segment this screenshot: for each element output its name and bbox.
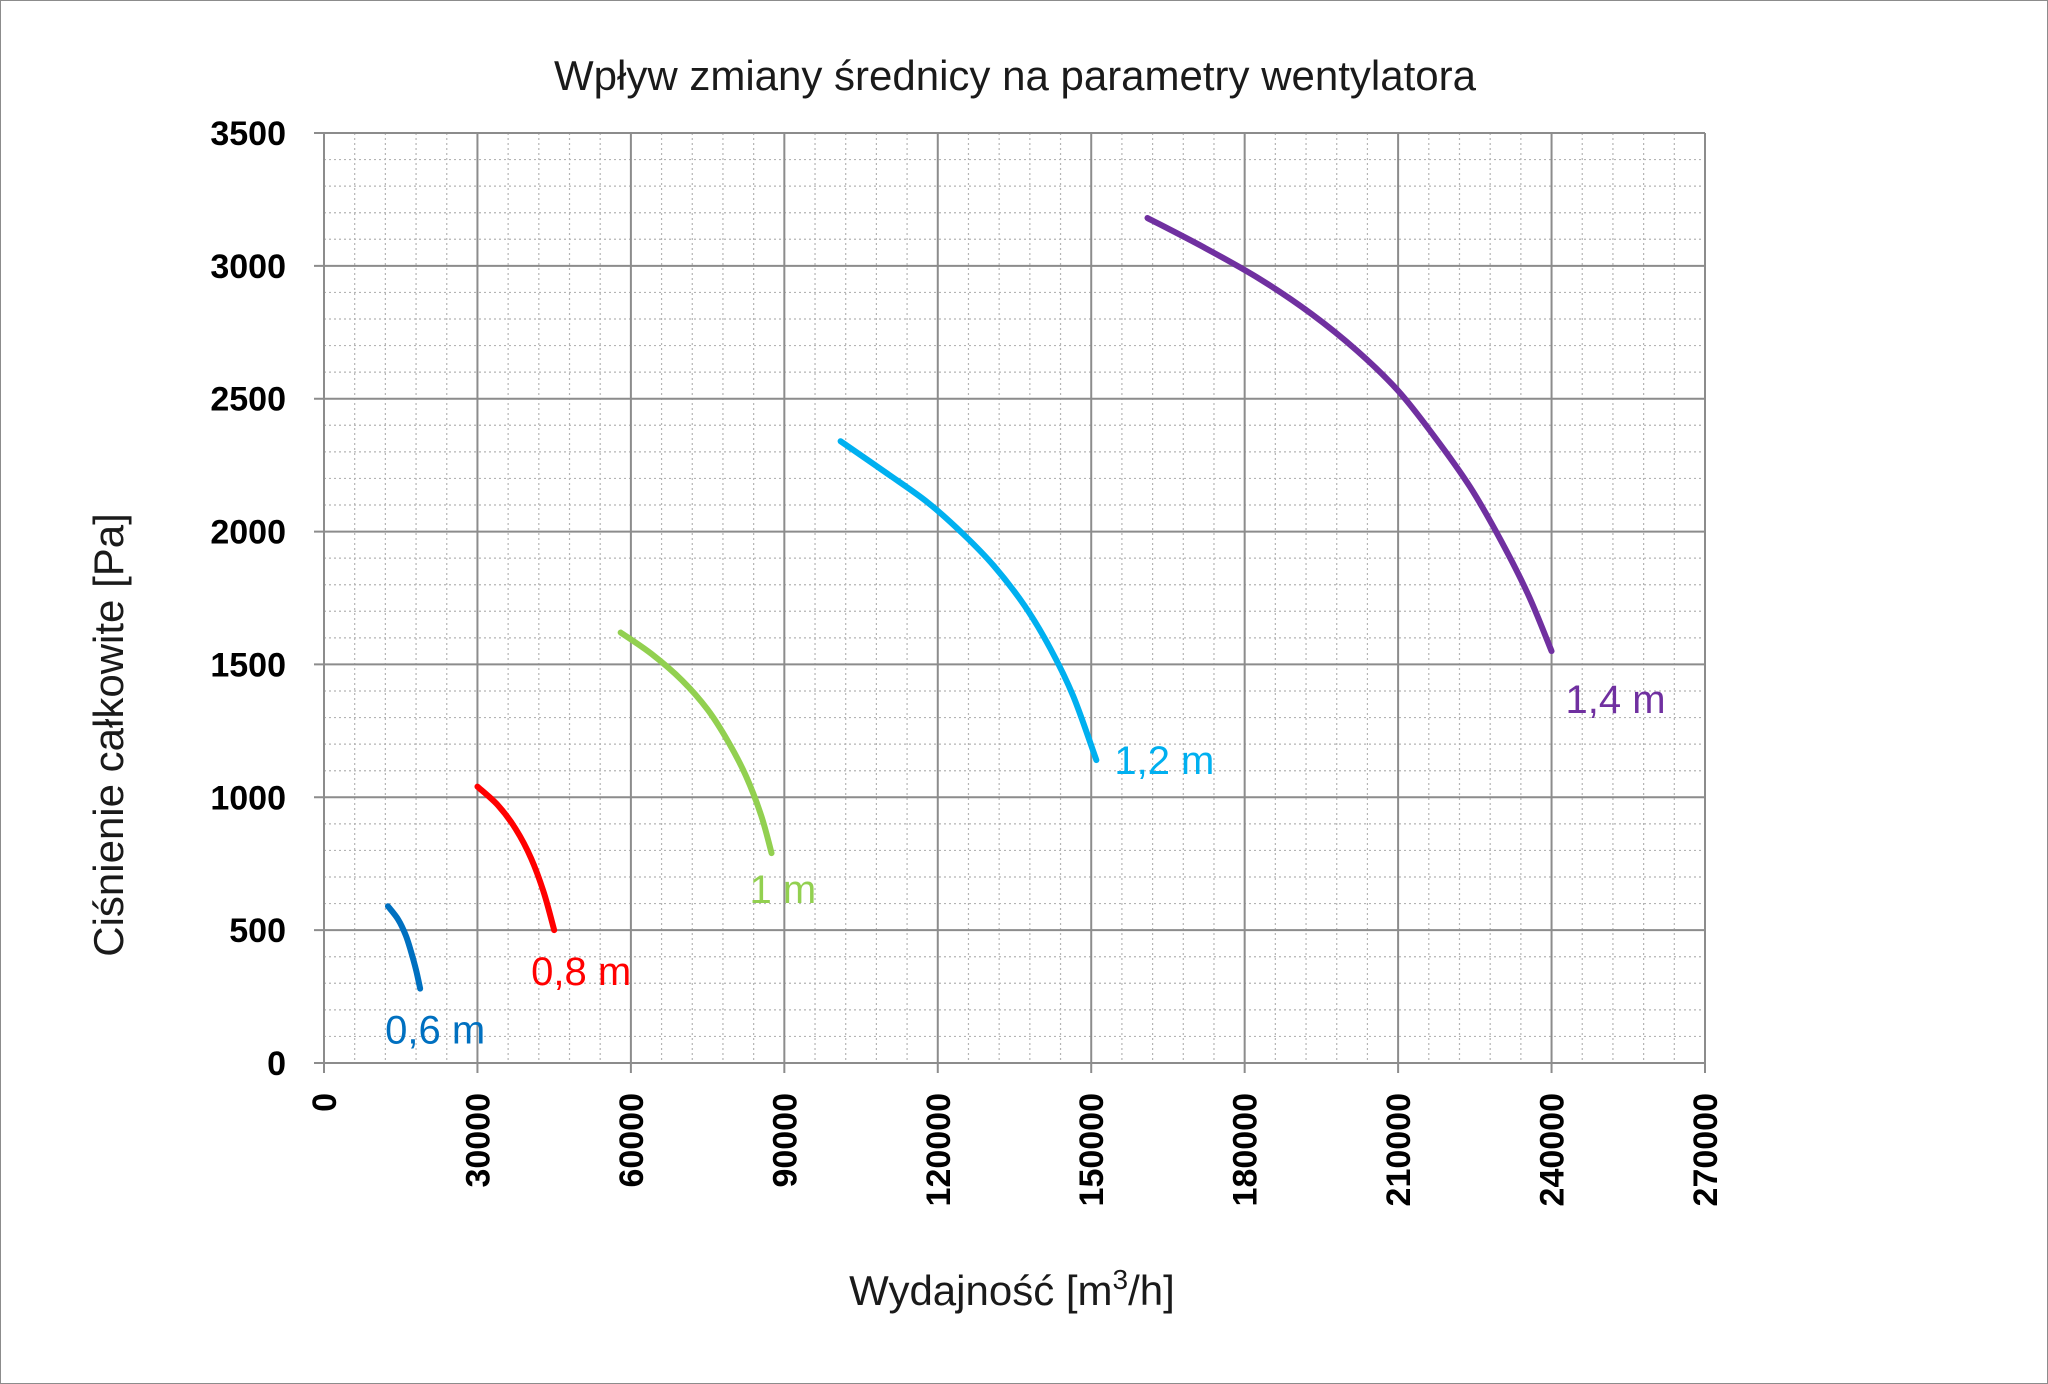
chart-title: Wpływ zmiany średnicy na parametry wenty… [554, 52, 1477, 99]
x-tick-label: 90000 [766, 1093, 804, 1188]
major-gridlines [314, 132, 1706, 1073]
y-tick-label: 0 [267, 1045, 286, 1083]
series-line [617, 629, 775, 857]
x-tick-label: 270000 [1687, 1093, 1725, 1206]
y-tick-labels: 0 500 1000 1500 2000 2500 3000 3500 [210, 115, 286, 1083]
y-tick-label: 3500 [210, 115, 286, 153]
x-tick-label: 180000 [1227, 1093, 1265, 1206]
y-tick-label: 1500 [210, 646, 286, 684]
series-label: 0,8 m [531, 950, 631, 994]
series-label: 1,2 m [1114, 739, 1214, 783]
series-label: 0,6 m [385, 1009, 485, 1053]
y-tick-label: 1000 [210, 779, 286, 817]
x-tick-labels: 0 30000 60000 90000 120000 150000 180000 210000… [306, 1093, 1725, 1206]
x-tick-label: 0 [306, 1093, 344, 1112]
x-axis-label: Wydajność [m3/h] [849, 1264, 1175, 1314]
series-line [837, 438, 1100, 764]
data-series [384, 215, 1555, 992]
y-axis-label: Ciśnienie całkowite [Pa] [85, 513, 132, 957]
x-axis-label-main: Wydajność [m [849, 1267, 1112, 1314]
x-tick-label: 150000 [1073, 1093, 1111, 1206]
y-tick-label: 500 [229, 912, 286, 950]
x-tick-label: 60000 [613, 1093, 651, 1188]
series-line [384, 903, 424, 992]
series-label: 1,4 m [1566, 678, 1666, 722]
x-tick-label: 210000 [1380, 1093, 1418, 1206]
y-tick-label: 2500 [210, 381, 286, 419]
series-labels: 0,6 m 0,8 m 1 m 1,2 m 1,4 m [385, 678, 1665, 1052]
x-tick-label: 120000 [920, 1093, 958, 1206]
x-axis-label-superscript: 3 [1113, 1264, 1129, 1295]
x-tick-label: 240000 [1534, 1093, 1572, 1206]
x-tick-label: 30000 [459, 1093, 497, 1188]
y-tick-label: 3000 [210, 248, 286, 286]
series-label: 1 m [750, 868, 817, 912]
x-axis-label-end: /h] [1128, 1267, 1175, 1314]
series-line [474, 783, 558, 934]
minor-gridlines [324, 133, 1705, 1063]
y-tick-label: 2000 [210, 514, 286, 552]
series-line [1144, 215, 1555, 655]
